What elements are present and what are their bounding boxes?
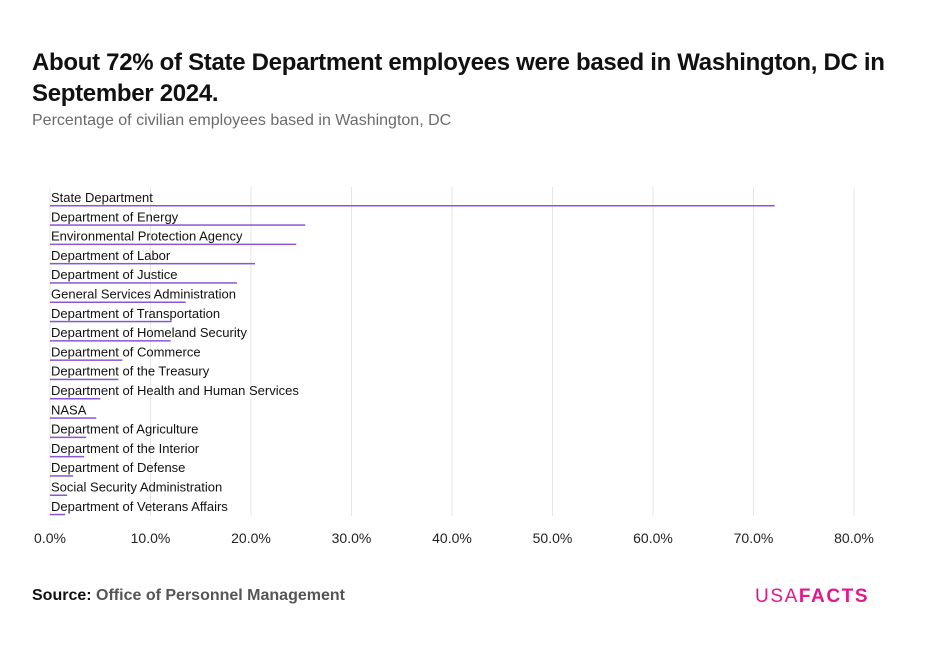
x-tick-label: 10.0% xyxy=(131,530,171,546)
category-label: Department of Defense xyxy=(51,460,185,475)
bar xyxy=(50,301,186,303)
usafacts-logo: USAFACTS xyxy=(755,586,869,608)
x-tick-label: 50.0% xyxy=(533,530,573,546)
logo-facts: FACTS xyxy=(798,586,870,607)
category-label: Department of Transportation xyxy=(51,306,220,321)
category-label: Department of Labor xyxy=(51,248,171,263)
category-label: Department of Homeland Security xyxy=(51,325,247,340)
bar xyxy=(50,320,172,323)
bar-chart: 0.0% 10.0% 20.0% 30.0% 40.0% 50.0% 60.0% 70.0% 8… xyxy=(34,187,874,546)
bar xyxy=(50,436,87,439)
category-label: Department of Justice xyxy=(51,267,177,282)
bar xyxy=(50,417,97,419)
x-tick-label: 40.0% xyxy=(432,530,472,546)
source-note: Source: Office of Personnel Management xyxy=(32,587,345,605)
category-label: Environmental Protection Agency xyxy=(51,229,243,244)
source-label: Source: xyxy=(32,587,92,604)
x-tick-label: 0.0% xyxy=(34,530,66,546)
bar xyxy=(50,475,74,477)
category-label: Department of the Interior xyxy=(51,441,200,456)
bar xyxy=(50,513,66,516)
category-label: Department of Commerce xyxy=(51,344,201,359)
bar xyxy=(50,282,237,284)
category-label: Department of the Treasury xyxy=(51,364,210,379)
category-label: Department of Energy xyxy=(51,209,179,224)
category-label: General Services Administration xyxy=(51,287,236,302)
bar xyxy=(50,455,85,458)
category-label: Department of Veterans Affairs xyxy=(51,499,228,514)
category-label: NASA xyxy=(51,402,87,417)
x-tick-label: 70.0% xyxy=(734,530,774,546)
x-tick-label: 60.0% xyxy=(633,530,673,546)
bar xyxy=(50,378,119,381)
bar xyxy=(50,205,775,207)
x-tick-label: 20.0% xyxy=(231,530,271,546)
chart-subtitle: Percentage of civilian employees based i… xyxy=(32,112,452,129)
source-value: Office of Personnel Management xyxy=(96,587,345,604)
category-label: Social Security Administration xyxy=(51,480,222,495)
chart-title: About 72% of State Department employees … xyxy=(32,49,885,107)
bar xyxy=(50,494,68,496)
bar xyxy=(50,224,306,226)
bar xyxy=(50,398,101,400)
bar xyxy=(50,243,297,246)
logo-usa: USA xyxy=(755,586,799,607)
bar xyxy=(50,262,256,265)
x-tick-label: 30.0% xyxy=(332,530,372,546)
x-tick-label: 80.0% xyxy=(834,530,874,546)
category-label: Department of Health and Human Services xyxy=(51,383,299,398)
category-label: Department of Agriculture xyxy=(51,422,198,437)
bar xyxy=(50,340,171,342)
bar xyxy=(50,359,123,361)
category-label: State Department xyxy=(51,190,153,205)
